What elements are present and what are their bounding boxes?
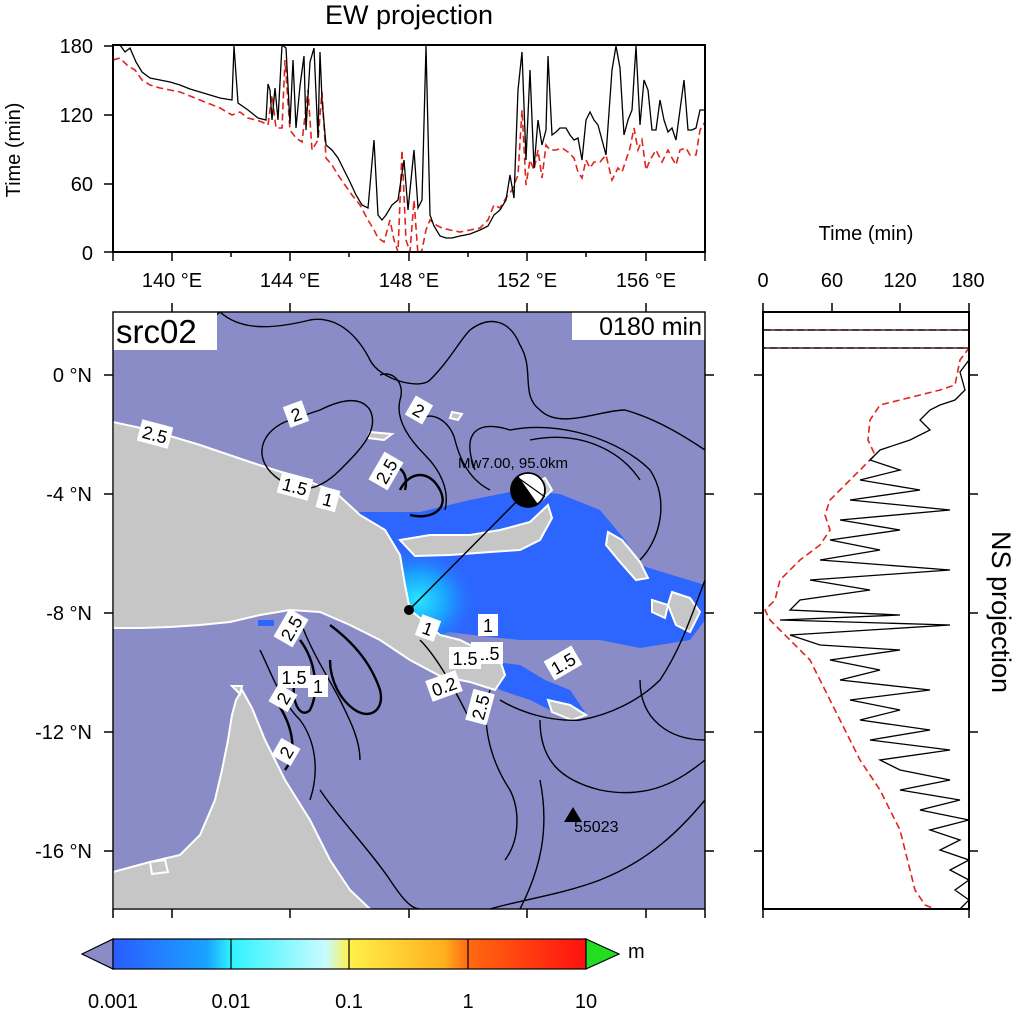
ns-ticks [754,303,978,918]
ew-y-tick-120: 120 [60,105,93,127]
ns-projection-panel: Time (min) 0 60 120 180 NS projection [754,223,1016,918]
ns-x-axis-label: Time (min) [819,223,914,245]
time-label-box [572,312,705,340]
ns-arrival-time-line [763,329,969,909]
australia-land [113,688,372,909]
colorbar-tick-1: 1 [462,991,473,1010]
ns-x-tick-60: 60 [821,270,843,292]
lat-tick-minus16: -16 °N [35,841,92,863]
colorbar-unit: m [628,941,645,963]
ns-plot-frame [762,311,970,910]
event-label: Mw7.00, 95.0km [458,455,568,472]
contour-label: 1.5 [452,649,477,669]
epicenter-dot [404,605,414,615]
focal-mechanism-beachball [510,472,546,508]
colorbar-tick-0.001: 0.001 [88,991,138,1010]
time-label: 0180 min [599,313,702,341]
contour-label: 1 [483,616,493,636]
ns-max-amplitude-time-line [763,329,969,909]
ns-x-tick-180: 180 [951,270,984,292]
ew-y-tick-60: 60 [71,174,93,196]
contour-label-group: 2 2 2.5 2.5 1.5 1 2.5 1 1.5 1 1.5 2 1.5 … [136,395,583,767]
lon-tick-152: 152 °E [497,270,557,292]
ew-plot-frame [112,44,706,253]
ew-ticks [104,45,706,261]
bougainville-land [604,530,650,582]
colorbar-tick-10: 10 [575,991,597,1010]
colorbar-low-arrow [80,938,114,970]
ew-projection-panel: EW projection Time (min) 180 120 60 0 14… [3,0,706,292]
lon-tick-156: 156 °E [616,270,676,292]
ns-x-tick-120: 120 [883,270,916,292]
ew-y-tick-0: 0 [82,243,93,265]
ew-y-axis-label: Time (min) [3,103,25,198]
map-panel: 2 2 2.5 2.5 1.5 1 2.5 1 1.5 1 1.5 2 1.5 … [35,303,714,918]
ew-y-tick-180: 180 [60,36,93,58]
colorbar-tick-0.1: 0.1 [335,991,363,1010]
lon-tick-140: 140 °E [142,270,202,292]
station-label: 55023 [574,819,619,836]
map-ticks [104,303,714,918]
ew-max-amplitude-time-line [113,45,705,239]
tide-station-marker [564,807,582,822]
colorbar-high-arrow [585,938,621,970]
lon-tick-144: 144 °E [260,270,320,292]
ew-title: EW projection [325,0,493,30]
contour-label: 1.5 [281,668,306,688]
lat-tick-minus12: -12 °N [35,722,92,744]
lon-tick-148: 148 °E [379,270,439,292]
new-britain-land [397,503,554,558]
source-label: src02 [116,313,197,350]
source-label-box [113,312,217,350]
lat-tick-0: 0 °N [53,365,92,387]
lat-tick-minus8: -8 °N [46,603,92,625]
source-connector-line [408,489,529,611]
contour-label: 1 [313,677,323,697]
ns-x-tick-0: 0 [757,270,768,292]
ew-arrival-time-line [113,57,705,252]
contour-label: 1 [320,489,335,511]
lat-tick-minus4: -4 °N [46,484,92,506]
colorbar-tick-0.01: 0.01 [212,991,251,1010]
colorbar: m 0.001 0.01 0.1 1 10 [80,938,645,1010]
ns-title: NS projection [986,531,1016,693]
